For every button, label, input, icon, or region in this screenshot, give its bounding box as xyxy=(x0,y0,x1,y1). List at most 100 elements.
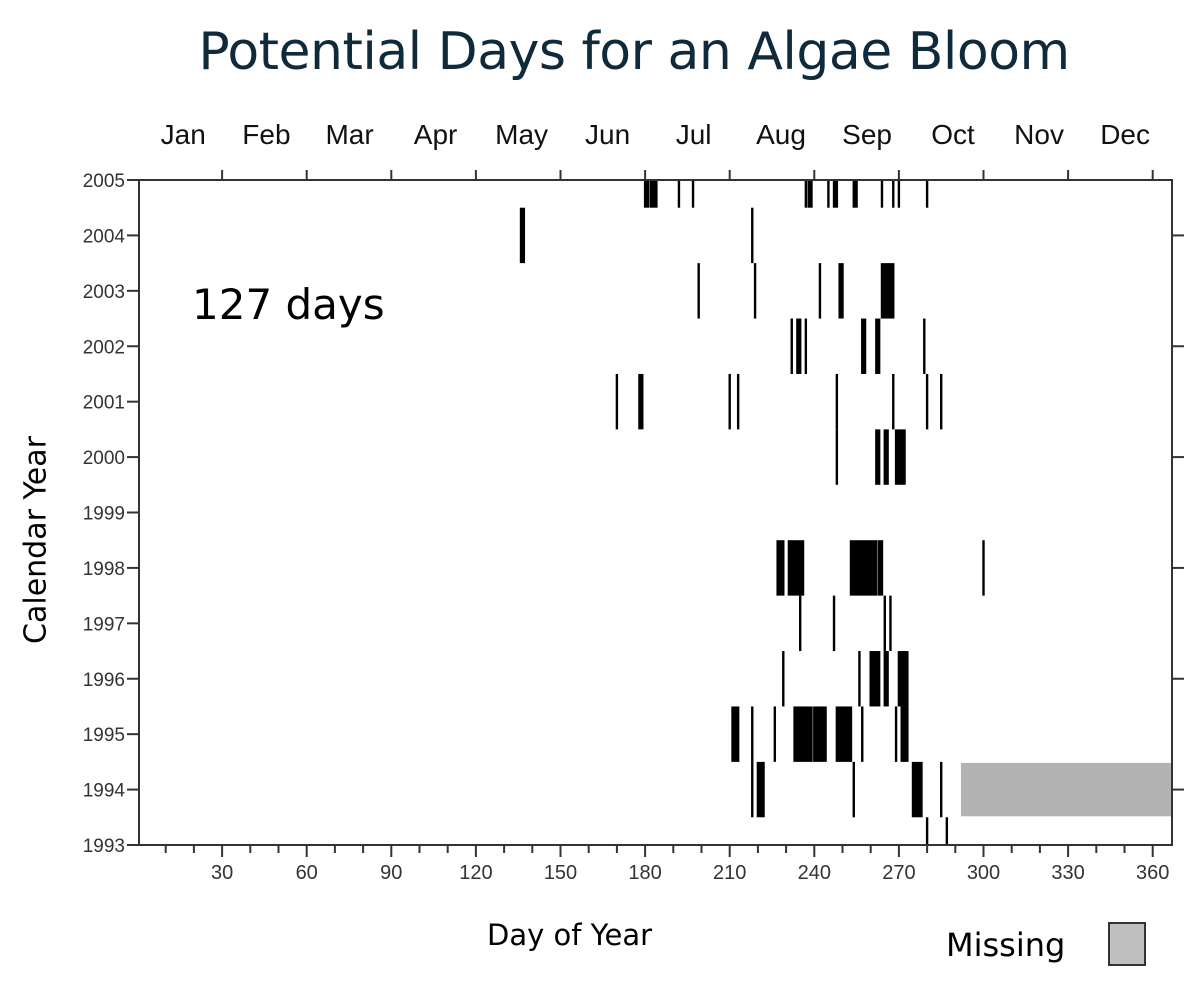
bloom-bar-2005 xyxy=(827,181,830,208)
bloom-bar-1997 xyxy=(832,595,836,652)
bloom-bar-1996 xyxy=(883,651,889,707)
y-tick-label-1993: 1993 xyxy=(83,836,125,857)
bloom-bar-1995 xyxy=(731,706,740,762)
bloom-bar-2001 xyxy=(925,373,929,430)
month-label-dec: Dec xyxy=(1100,119,1150,150)
bloom-bar-2005 xyxy=(804,181,808,208)
y-tick-label-2004: 2004 xyxy=(83,226,126,247)
x-tick-label-60: 60 xyxy=(296,862,318,884)
bloom-bar-2005 xyxy=(832,181,839,208)
x-axis-label: Day of Year xyxy=(487,918,653,952)
bloom-bar-1998 xyxy=(787,540,805,596)
bloom-bar-2005 xyxy=(807,181,813,208)
bloom-bar-1997 xyxy=(799,595,802,652)
bloom-bar-2003 xyxy=(818,263,822,319)
bloom-bar-2002 xyxy=(796,318,802,374)
month-label-feb: Feb xyxy=(242,119,290,150)
bloom-bar-2003 xyxy=(697,263,700,319)
bloom-bar-2000 xyxy=(835,429,839,485)
bloom-bar-2005 xyxy=(897,181,901,208)
x-axis-ticks: 30 60 90 120 150 180 210 240 270 300 330 360 xyxy=(164,170,1169,884)
bloom-bar-2001 xyxy=(638,373,644,430)
y-tick-label-2000: 2000 xyxy=(83,448,125,469)
bloom-bars xyxy=(519,181,985,844)
total-days-annotation: 127 days xyxy=(192,280,385,329)
bloom-bar-1998 xyxy=(982,540,985,596)
bloom-bar-2000 xyxy=(894,429,906,485)
x-tick-label-30: 30 xyxy=(211,862,233,884)
x-tick-label-270: 270 xyxy=(882,862,915,884)
month-label-oct: Oct xyxy=(931,119,975,150)
bloom-bar-2005 xyxy=(925,181,929,208)
bloom-bar-1998 xyxy=(849,540,878,596)
bloom-bar-1995 xyxy=(894,706,898,762)
month-label-nov: Nov xyxy=(1014,119,1064,150)
legend-missing-label: Missing xyxy=(946,926,1066,964)
x-tick-label-210: 210 xyxy=(713,862,746,884)
bloom-bar-1996 xyxy=(869,651,881,707)
bloom-bar-1994 xyxy=(751,761,754,818)
bloom-bar-2001 xyxy=(736,373,740,430)
y-tick-label-1995: 1995 xyxy=(83,725,125,746)
bloom-bar-1994 xyxy=(756,761,765,818)
bloom-bar-2000 xyxy=(883,429,889,485)
bloom-bar-1996 xyxy=(858,651,861,707)
y-tick-label-1998: 1998 xyxy=(83,559,125,580)
month-label-jan: Jan xyxy=(161,119,206,150)
bloom-bar-2004 xyxy=(519,207,526,264)
bloom-bar-2003 xyxy=(880,263,895,319)
bloom-bar-2003 xyxy=(753,263,757,319)
bloom-bar-2002 xyxy=(804,318,808,374)
bloom-bar-1995 xyxy=(773,706,777,762)
bloom-bar-2003 xyxy=(838,263,844,319)
bloom-bar-1997 xyxy=(889,595,892,652)
missing-block-1994 xyxy=(960,762,1172,817)
bloom-bar-1997 xyxy=(883,595,886,652)
bloom-bar-1994 xyxy=(940,761,943,818)
legend-missing-swatch xyxy=(1108,922,1146,966)
y-tick-label-1996: 1996 xyxy=(83,670,125,691)
bloom-bar-2000 xyxy=(875,429,881,485)
x-tick-label-120: 120 xyxy=(459,862,492,884)
y-tick-label-2002: 2002 xyxy=(83,337,125,358)
bloom-bar-2002 xyxy=(861,318,867,374)
bloom-bar-2001 xyxy=(940,373,943,430)
x-tick-label-150: 150 xyxy=(544,862,577,884)
bloom-bar-2004 xyxy=(751,207,754,264)
x-tick-label-180: 180 xyxy=(628,862,661,884)
y-tick-label-2001: 2001 xyxy=(83,393,125,414)
y-tick-label-1997: 1997 xyxy=(83,614,125,635)
bloom-bar-2005 xyxy=(649,181,658,208)
bloom-bar-2002 xyxy=(923,318,926,374)
bloom-bar-2001 xyxy=(728,373,731,430)
chart-title: Potential Days for an Algae Bloom xyxy=(198,22,1070,82)
missing-data-region xyxy=(960,762,1172,817)
bloom-bar-2001 xyxy=(835,373,839,430)
bloom-bar-1995 xyxy=(751,706,754,762)
bloom-bar-1993 xyxy=(925,817,929,844)
bloom-bar-2005 xyxy=(691,181,695,208)
month-labels: Jan Feb Mar Apr May Jun Jul Aug Sep Oct Nov Dec xyxy=(161,119,1150,150)
x-tick-label-90: 90 xyxy=(380,862,402,884)
x-tick-label-360: 360 xyxy=(1136,862,1169,884)
y-tick-label-2005: 2005 xyxy=(83,171,125,192)
x-tick-label-330: 330 xyxy=(1051,862,1084,884)
y-tick-label-1999: 1999 xyxy=(83,504,125,525)
y-tick-label-2003: 2003 xyxy=(83,282,125,303)
bloom-bar-2005 xyxy=(643,181,650,208)
month-label-jun: Jun xyxy=(585,119,630,150)
bloom-bar-2001 xyxy=(892,373,895,430)
bloom-bar-1995 xyxy=(793,706,813,762)
bloom-bar-2001 xyxy=(615,373,619,430)
bloom-bar-2005 xyxy=(677,181,681,208)
bloom-bar-1995 xyxy=(813,706,827,762)
bloom-bar-1995 xyxy=(900,706,909,762)
y-tick-label-1994: 1994 xyxy=(83,781,126,802)
month-label-apr: Apr xyxy=(414,119,458,150)
month-label-aug: Aug xyxy=(756,119,806,150)
bloom-bar-1995 xyxy=(861,706,864,762)
bloom-bar-1994 xyxy=(852,761,855,818)
bloom-bar-2005 xyxy=(892,181,895,208)
bloom-bar-1998 xyxy=(776,540,785,596)
